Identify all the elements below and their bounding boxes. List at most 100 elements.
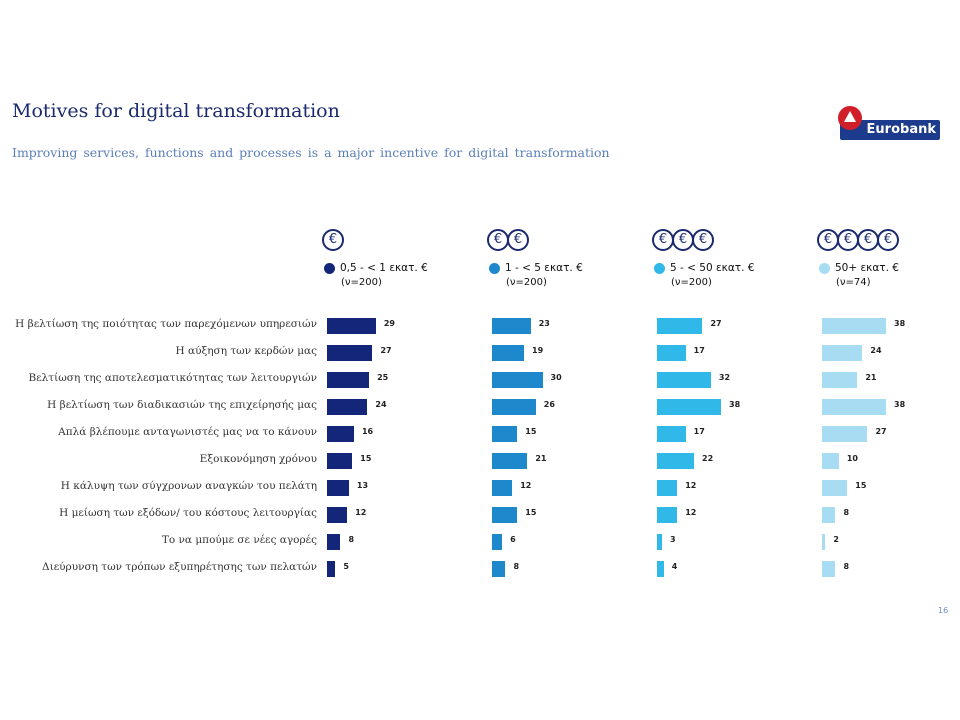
bar: [822, 480, 848, 496]
category-label: Η μείωση των εξόδων/ του κόστους λειτουρ…: [59, 507, 317, 519]
bar: [327, 426, 354, 442]
bar: [822, 399, 886, 415]
euro-icon: €: [877, 229, 899, 251]
data-label: 24: [375, 400, 387, 409]
bar: [822, 318, 886, 334]
data-label: 15: [360, 454, 372, 463]
data-label: 38: [894, 400, 906, 409]
euro-icon: €: [507, 229, 529, 251]
bar: [657, 372, 711, 388]
legend-series-name: 5 - < 50 εκατ. €: [670, 262, 755, 274]
data-label: 10: [846, 454, 858, 463]
legend-series-name: 1 - < 5 εκατ. €: [505, 262, 583, 274]
bar: [327, 345, 373, 361]
bar: [492, 318, 531, 334]
data-label: 29: [383, 319, 395, 328]
euro-icon: €: [487, 229, 509, 251]
bar: [657, 318, 703, 334]
page-number: 16: [938, 606, 949, 615]
euro-icon: €: [322, 229, 344, 251]
category-label: Η βελτίωση της ποιότητας των παρεχόμενων…: [15, 318, 317, 330]
data-label: 32: [718, 373, 731, 382]
bar: [822, 345, 863, 361]
bar: [822, 507, 836, 523]
data-label: 12: [685, 508, 697, 517]
category-label: Βελτίωση της αποτελεσματικότητας των λει…: [28, 372, 317, 384]
bar: [492, 480, 513, 496]
legend-item: 5 - < 50 εκατ. € (ν=200): [654, 262, 754, 288]
data-label: 8: [843, 562, 850, 571]
bar: [327, 507, 348, 523]
data-label: 15: [525, 508, 537, 517]
data-label: 26: [543, 400, 555, 409]
data-label: 19: [532, 346, 544, 355]
bar: [657, 507, 678, 523]
bar: [657, 426, 686, 442]
data-label: 2: [833, 535, 839, 544]
euro-icon: €: [652, 229, 674, 251]
data-label: 21: [535, 454, 547, 463]
legend-item: 1 - < 5 εκατ. € (ν=200): [489, 262, 583, 288]
bar: [492, 399, 536, 415]
data-label: 15: [855, 481, 867, 490]
bar: [822, 372, 858, 388]
category-label: Απλά βλέπουμε ανταγωνιστές μας να το κάν…: [58, 426, 317, 438]
euro-icon: €: [857, 229, 879, 251]
bar: [327, 372, 370, 388]
data-label: 24: [870, 346, 882, 355]
bar: [492, 561, 506, 577]
bar: [492, 426, 518, 442]
euro-icon: €: [837, 229, 859, 251]
legend-sample-size: (ν=200): [506, 277, 547, 288]
data-label: 4: [671, 562, 678, 571]
bar: [492, 507, 518, 523]
bar: [657, 453, 695, 469]
legend-swatch: [819, 262, 830, 274]
bar: [327, 453, 353, 469]
category-label: Το να μπούμε σε νέες αγορές: [161, 534, 317, 546]
bar: [327, 534, 341, 550]
data-label: 16: [361, 427, 374, 436]
data-label: 8: [348, 535, 355, 544]
data-label: 8: [513, 562, 520, 571]
euro-icons: € € € €: [817, 228, 899, 252]
category-label: Η βελτίωση των διαδικασιών της επιχείρησ…: [47, 399, 317, 411]
data-label: 27: [710, 319, 722, 328]
bar: [327, 399, 368, 415]
bar: [657, 345, 686, 361]
data-label: 17: [693, 346, 705, 355]
data-label: 3: [670, 535, 676, 544]
category-label: Διεύρυνση των τρόπων εξυπηρέτησης των πε…: [42, 561, 317, 573]
bar: [822, 561, 836, 577]
bar: [327, 318, 376, 334]
data-label: 13: [356, 481, 369, 490]
category-label: Η κάλυψη των σύγχρονων αναγκών του πελάτ…: [60, 480, 317, 492]
logo-mark-icon: [838, 106, 862, 130]
bar: [822, 426, 868, 442]
page-subtitle: Improving services, functions and proces…: [12, 145, 610, 160]
legend-series-name: 0,5 - < 1 εκατ. €: [340, 262, 428, 274]
data-label: 21: [865, 373, 877, 382]
bar: [657, 561, 664, 577]
bar: [822, 453, 839, 469]
page-title: Motives for digital transformation: [12, 100, 340, 122]
euro-icon: €: [672, 229, 694, 251]
legend-series-name: 50+ εκατ. €: [835, 262, 899, 274]
bar: [822, 534, 826, 550]
data-label: 8: [843, 508, 850, 517]
data-label: 17: [693, 427, 705, 436]
legend-sample-size: (ν=200): [671, 277, 712, 288]
bar: [657, 399, 721, 415]
data-label: 30: [550, 373, 562, 382]
legend-sample-size: (ν=200): [341, 277, 382, 288]
data-label: 38: [729, 400, 741, 409]
data-label: 25: [377, 373, 389, 382]
euro-icon: €: [817, 229, 839, 251]
data-label: 38: [894, 319, 906, 328]
data-label: 27: [875, 427, 887, 436]
bar: [657, 534, 663, 550]
euro-icons: € €: [487, 228, 529, 252]
logo-wordmark: Eurobank: [840, 120, 940, 140]
data-label: 27: [380, 346, 392, 355]
data-label: 12: [685, 481, 697, 490]
